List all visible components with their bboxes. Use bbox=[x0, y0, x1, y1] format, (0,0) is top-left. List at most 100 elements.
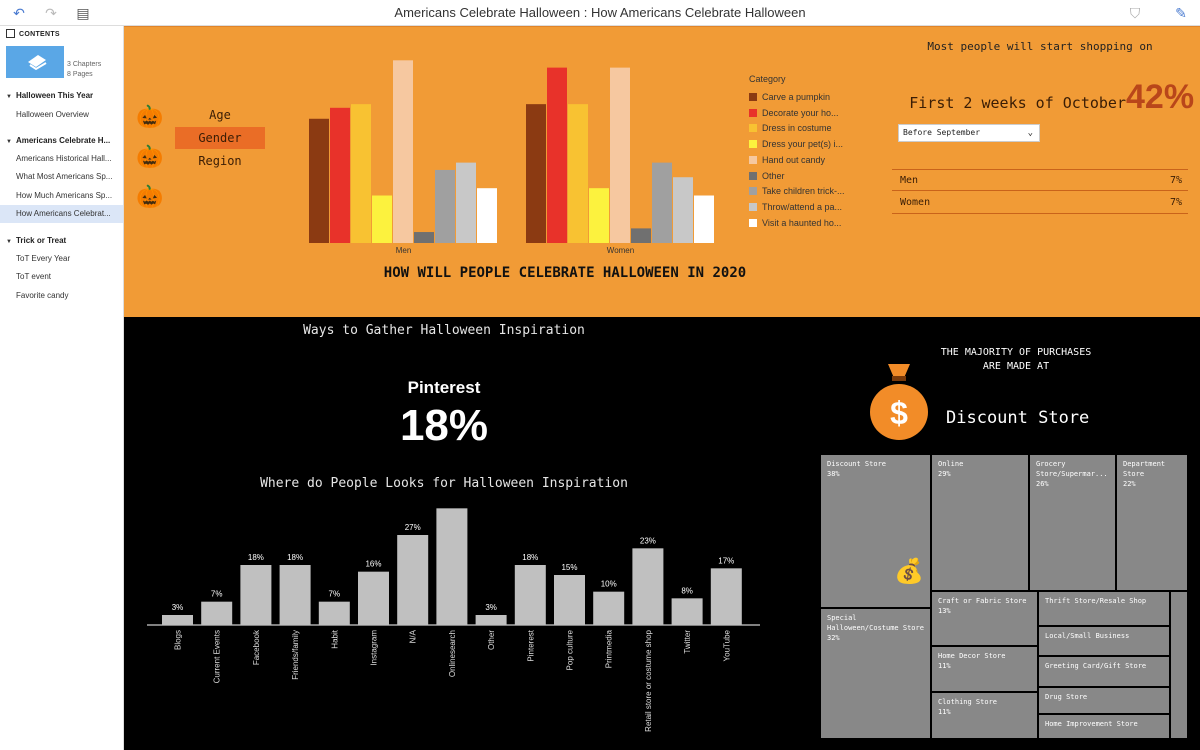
bar-men[interactable] bbox=[435, 169, 455, 243]
purchases-headline: THE MAJORITY OF PURCHASES ARE MADE AT bbox=[940, 347, 1092, 372]
x-tick-label: Pinterest bbox=[526, 629, 535, 661]
bar-men[interactable] bbox=[414, 232, 434, 243]
treemap-greeting-card[interactable]: Greeting Card/Gift Store bbox=[1038, 656, 1170, 687]
treemap-craft[interactable]: Craft or Fabric Store 13% bbox=[931, 591, 1038, 646]
treemap-home-improvement[interactable]: Home Improvement Store bbox=[1038, 714, 1170, 739]
bar-men[interactable] bbox=[330, 107, 350, 243]
bar-twitter[interactable] bbox=[671, 598, 703, 625]
bar-women[interactable] bbox=[547, 67, 567, 243]
bar-women[interactable] bbox=[589, 188, 609, 243]
legend-item[interactable]: Decorate your ho... bbox=[749, 106, 839, 120]
data-label: 7% bbox=[211, 590, 223, 599]
x-tick-label: Friends/family bbox=[291, 630, 300, 680]
treemap-grocery[interactable]: Grocery Store/Supermar... 26% bbox=[1029, 454, 1116, 591]
bar-men[interactable] bbox=[393, 60, 413, 243]
filter-icon[interactable]: ⛉ bbox=[1129, 5, 1141, 21]
treemap-clothing[interactable]: Clothing Store 11% bbox=[931, 692, 1038, 739]
pumpkin-icon[interactable]: 🎃 bbox=[136, 144, 164, 169]
bar-friends-family[interactable] bbox=[279, 565, 311, 625]
story-thumbnail[interactable] bbox=[6, 46, 64, 78]
bar-blogs[interactable] bbox=[162, 615, 193, 625]
section-halloween-this-year[interactable]: ▼ Halloween This Year bbox=[6, 91, 94, 100]
data-label: 3% bbox=[485, 603, 497, 612]
data-label: 27% bbox=[405, 523, 421, 532]
x-tick-label: YouTube bbox=[722, 629, 731, 661]
legend-swatch bbox=[749, 202, 757, 211]
section-americans-celebrate[interactable]: ▼ Americans Celebrate H... bbox=[6, 136, 111, 145]
toc-icon[interactable]: ▤ bbox=[76, 5, 90, 21]
bar-women[interactable] bbox=[610, 67, 630, 243]
bar-n-a[interactable] bbox=[397, 535, 429, 625]
timing-dropdown[interactable]: Before September ⌄ bbox=[898, 124, 1040, 142]
treemap-special-halloween[interactable]: Special Halloween/Costume Store 32% bbox=[820, 608, 931, 739]
bar-onlinesearch[interactable] bbox=[436, 508, 468, 625]
x-tick-label: Blogs bbox=[174, 630, 183, 650]
treemap-drug-store[interactable]: Drug Store bbox=[1038, 687, 1170, 714]
legend-item[interactable]: Dress your pet(s) i... bbox=[749, 137, 843, 151]
data-label: 17% bbox=[718, 556, 734, 565]
filter-age[interactable]: Age bbox=[209, 108, 231, 122]
bar-other[interactable] bbox=[475, 615, 507, 625]
bar-pop-culture[interactable] bbox=[554, 575, 585, 625]
bar-pinterest[interactable] bbox=[514, 565, 546, 625]
bar-women[interactable] bbox=[526, 104, 546, 244]
legend-item[interactable]: Carve a pumpkin bbox=[749, 90, 830, 104]
x-tick-label: Women bbox=[607, 246, 634, 255]
legend-label: Other bbox=[762, 170, 785, 181]
pumpkin-icon[interactable]: 🎃 bbox=[136, 184, 164, 209]
bar-women[interactable] bbox=[652, 162, 672, 243]
inspiration-title: Ways to Gather Halloween Inspiration bbox=[303, 323, 585, 338]
legend-item[interactable]: Visit a haunted ho... bbox=[749, 216, 841, 230]
shopping-percent: 42% bbox=[1126, 78, 1195, 116]
legend-label: Carve a pumpkin bbox=[762, 92, 831, 102]
shopping-row-women: Women 7% bbox=[892, 192, 1188, 214]
svg-text:$: $ bbox=[890, 395, 908, 431]
filter-region[interactable]: Region bbox=[198, 154, 242, 168]
legend-item[interactable]: Throw/attend a pa... bbox=[749, 200, 842, 214]
purchase-store: Discount Store bbox=[946, 408, 1090, 428]
treemap-other[interactable] bbox=[1170, 591, 1188, 739]
undo-icon[interactable]: ↶ bbox=[13, 5, 25, 21]
filter-gender[interactable]: Gender bbox=[175, 127, 265, 149]
legend-item[interactable]: Dress in costume bbox=[749, 121, 832, 135]
treemap-department-store[interactable]: Department Store 22% bbox=[1116, 454, 1188, 591]
bar-men[interactable] bbox=[351, 104, 371, 244]
x-tick-label: Retail store or costume shop bbox=[644, 629, 653, 731]
bar-women[interactable] bbox=[631, 228, 651, 243]
treemap-online[interactable]: Online 29% bbox=[931, 454, 1029, 591]
legend-label: Dress in costume bbox=[762, 123, 832, 134]
legend-item[interactable]: Hand out candy bbox=[749, 153, 825, 167]
bar-men[interactable] bbox=[477, 188, 497, 243]
edit-icon[interactable]: ✎ bbox=[1175, 5, 1187, 21]
bar-printmedia[interactable] bbox=[593, 591, 625, 625]
treemap-local[interactable]: Local/Small Business bbox=[1038, 626, 1170, 656]
bar-retail-store-or-costume-shop[interactable] bbox=[632, 548, 664, 625]
treemap-home-decor[interactable]: Home Decor Store 11% bbox=[931, 646, 1038, 692]
treemap-thrift[interactable]: Thrift Store/Resale Shop bbox=[1038, 591, 1170, 626]
bar-women[interactable] bbox=[694, 195, 714, 244]
redo-icon[interactable]: ↷ bbox=[45, 5, 57, 21]
bar-women[interactable] bbox=[568, 104, 588, 244]
sidebar-item-selected[interactable]: How Americans Celebrat... bbox=[0, 205, 123, 223]
bar-men[interactable] bbox=[456, 162, 476, 243]
pumpkin-icon[interactable]: 🎃 bbox=[136, 104, 164, 129]
legend-swatch bbox=[749, 218, 757, 227]
chevron-down-icon: ⌄ bbox=[1027, 128, 1033, 138]
legend-item[interactable]: Other bbox=[749, 169, 785, 183]
x-tick-label: Twitter bbox=[683, 630, 692, 654]
bar-men[interactable] bbox=[309, 118, 329, 243]
legend-label: Dress your pet(s) i... bbox=[762, 139, 844, 150]
legend-item[interactable]: Take children trick-... bbox=[749, 184, 845, 198]
bar-instagram[interactable] bbox=[358, 571, 389, 625]
bar-current-events[interactable] bbox=[201, 601, 233, 625]
bar-facebook[interactable] bbox=[240, 565, 272, 625]
bar-youtube[interactable] bbox=[710, 568, 742, 625]
data-label: 3% bbox=[172, 603, 184, 612]
contents-icon bbox=[6, 29, 15, 38]
section-trick-or-treat[interactable]: ▼ Trick or Treat bbox=[6, 236, 67, 245]
bar-men[interactable] bbox=[372, 195, 392, 244]
legend-swatch bbox=[749, 140, 757, 149]
bar-habit[interactable] bbox=[318, 601, 350, 625]
bar-women[interactable] bbox=[673, 177, 693, 243]
treemap-discount-store[interactable]: Discount Store 38% bbox=[820, 454, 931, 608]
